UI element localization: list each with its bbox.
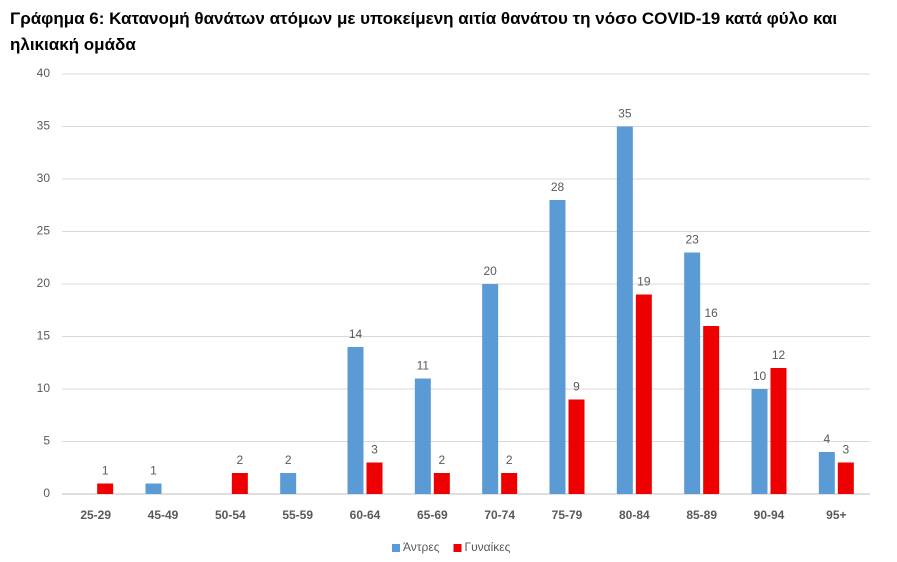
x-tick-label: 75-79	[552, 508, 583, 522]
bar	[568, 399, 585, 494]
y-tick-label: 35	[37, 119, 51, 133]
bar	[684, 252, 701, 494]
value-label: 2	[506, 453, 513, 467]
x-tick-label: 50-54	[215, 508, 246, 522]
bar	[770, 368, 787, 494]
x-tick-label: 65-69	[417, 508, 448, 522]
bar	[501, 473, 518, 494]
value-label: 19	[637, 275, 651, 289]
bar	[482, 284, 499, 494]
value-label: 11	[417, 359, 430, 373]
x-tick-label: 25-29	[80, 508, 111, 522]
value-label: 14	[349, 327, 363, 341]
bar	[549, 200, 566, 494]
value-label: 2	[438, 453, 445, 467]
bar	[145, 483, 162, 494]
x-tick-label: 95+	[826, 508, 846, 522]
x-tick-label: 60-64	[350, 508, 381, 522]
value-label: 2	[236, 453, 243, 467]
value-label: 3	[371, 443, 378, 457]
value-label: 4	[823, 432, 830, 446]
legend-label: Άντρες	[403, 540, 440, 554]
bar	[837, 462, 854, 494]
y-tick-label: 20	[37, 276, 51, 290]
y-tick-label: 25	[37, 224, 51, 238]
value-label: 23	[685, 233, 699, 247]
x-tick-label: 55-59	[282, 508, 313, 522]
value-label: 20	[483, 264, 497, 278]
x-tick-label: 85-89	[686, 508, 717, 522]
y-tick-label: 40	[37, 66, 51, 80]
bar	[616, 126, 633, 494]
bar	[347, 347, 364, 494]
bar	[433, 473, 450, 494]
bar	[366, 462, 383, 494]
bar	[280, 473, 297, 494]
x-tick-label: 70-74	[484, 508, 515, 522]
chart-title: Γράφημα 6: Κατανομή θανάτων ατόμων με υπ…	[10, 9, 838, 54]
legend-label: Γυναίκες	[465, 540, 511, 554]
y-tick-label: 30	[37, 171, 51, 185]
x-tick-label: 45-49	[148, 508, 179, 522]
value-label: 1	[150, 464, 157, 478]
y-tick-label: 0	[43, 486, 50, 500]
bar	[703, 326, 720, 494]
value-label: 3	[842, 443, 849, 457]
y-tick-label: 5	[43, 434, 50, 448]
x-tick-label: 90-94	[754, 508, 785, 522]
value-label: 10	[753, 369, 767, 383]
value-label: 28	[551, 180, 565, 194]
value-label: 2	[285, 453, 292, 467]
bar	[818, 452, 835, 494]
value-label: 9	[573, 380, 580, 394]
y-tick-label: 10	[37, 381, 51, 395]
value-label: 1	[102, 464, 109, 478]
bar	[751, 389, 768, 494]
value-label: 12	[772, 348, 786, 362]
value-label: 16	[704, 306, 718, 320]
bar	[231, 473, 248, 494]
legend-swatch	[453, 544, 462, 552]
bar	[97, 483, 114, 494]
y-tick-label: 15	[37, 329, 51, 343]
bar	[414, 378, 431, 494]
bar	[635, 294, 652, 494]
value-label: 35	[618, 107, 632, 121]
x-tick-label: 80-84	[619, 508, 650, 522]
legend-swatch	[392, 544, 400, 552]
